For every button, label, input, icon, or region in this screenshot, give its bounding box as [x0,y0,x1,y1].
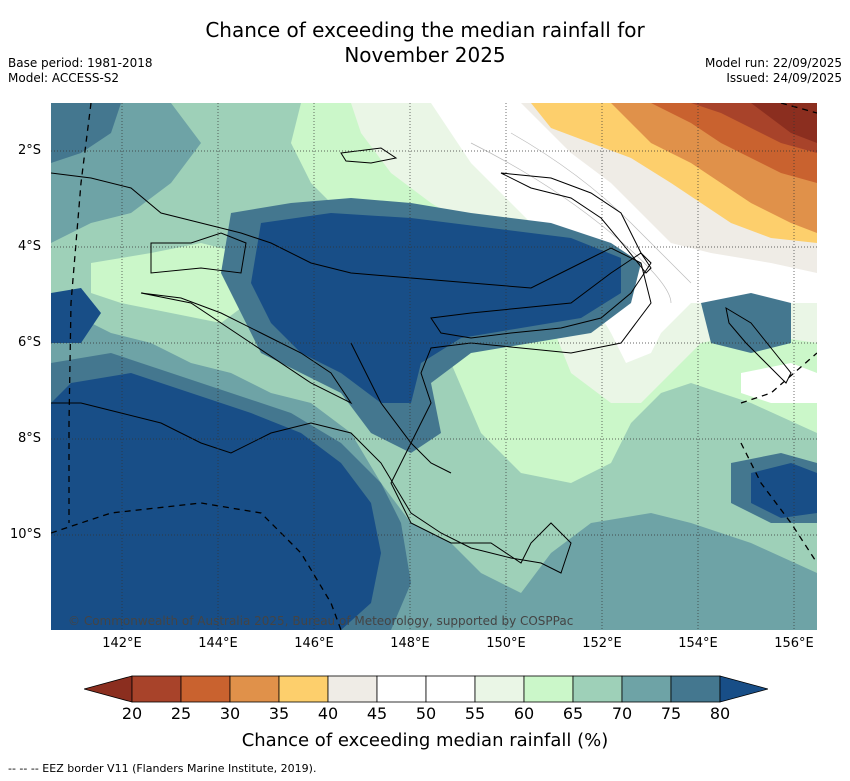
border-line [150,232,247,274]
band-below-20 [751,103,817,143]
colorbar-tick-label: 35 [268,704,290,723]
band-above-80-se [751,463,817,518]
eez-border [68,103,92,523]
lat-label-2s: 2°S [18,143,42,158]
lon-label-148e: 148°E [390,636,430,651]
colorbar-tick-label: 65 [562,704,584,723]
rainfall-map [51,103,817,630]
border-line [140,292,353,405]
model-run-date: Model run: 22/09/2025 [704,56,842,70]
colorbar-cell [621,675,672,703]
colorbar-tick-label: 50 [415,704,437,723]
colorbar-tick-label: 20 [121,704,143,723]
bougainville-coastline [725,306,792,384]
colorbar-cell [474,675,525,703]
colorbar-over-arrow [719,675,768,703]
manus-coastline [340,147,398,164]
colorbar-tick-label: 45 [366,704,388,723]
lon-label-152e: 152°E [582,636,622,651]
colorbar-tick-label: 70 [611,704,633,723]
lon-label-144e: 144°E [198,636,238,651]
lon-label-150e: 150°E [486,636,526,651]
title-line-1: Chance of exceeding the median rainfall … [205,18,645,42]
lat-label-10s: 10°S [10,527,42,542]
new-britain-coastline [430,252,652,339]
band-75-80-west [51,103,121,163]
eez-footnote: -- -- -- EEZ border V11 (Flanders Marine… [8,762,317,775]
colorbar-tick-label: 40 [317,704,339,723]
title-line-2: November 2025 [344,43,506,67]
band-45-55-east [741,363,817,403]
lon-label-154e: 154°E [678,636,718,651]
new-ireland-coastline [500,172,652,274]
new-guinea-coastline [51,172,652,574]
colorbar-cell [425,675,476,703]
model-name: Model: ACCESS-S2 [8,71,120,85]
colorbar-cell [278,675,329,703]
band-above-80-central [251,213,621,403]
border-line [350,342,452,474]
lon-label-142e: 142°E [102,636,142,651]
colorbar-cell [572,675,623,703]
colorbar-cell [327,675,378,703]
issued-date: Issued: 24/09/2025 [726,71,842,85]
colorbar-tick-label: 30 [219,704,241,723]
band-above-80-nw [51,288,101,343]
band-above-80-south [51,373,381,630]
lat-label-8s: 8°S [18,431,42,446]
lon-label-146e: 146°E [294,636,334,651]
colorbar-cell [376,675,427,703]
run-info: Model run: 22/09/2025 Issued: 24/09/2025 [705,56,842,86]
band-60-65-west [91,243,261,323]
eez-border [740,442,817,564]
contour-line [470,142,672,304]
colorbar [84,675,768,703]
colorbar-cell [131,675,182,703]
colorbar-cell [523,675,574,703]
base-period: Base period: 1981-2018 [8,56,153,70]
colorbar-tick-label: 25 [170,704,192,723]
graticule [51,103,817,630]
copyright-notice: © Commonwealth of Australia 2025, Bureau… [68,614,574,628]
colorbar-tick-label: 60 [513,704,535,723]
eez-border [51,502,342,630]
lat-label-4s: 4°S [18,239,42,254]
model-info: Base period: 1981-2018 Model: ACCESS-S2 [8,56,153,86]
colorbar-cell [229,675,280,703]
contour-line [510,132,692,284]
lat-label-6s: 6°S [18,335,42,350]
colorbar-label: Chance of exceeding median rainfall (%) [241,730,609,751]
colorbar-tick-label: 75 [660,704,682,723]
colorbar-cell [670,675,721,703]
band-75-80-east [701,293,791,353]
colorbar-tick-label: 55 [464,704,486,723]
lon-label-156e: 156°E [774,636,814,651]
colorbar-under-arrow [84,675,133,703]
map-title: Chance of exceeding the median rainfall … [0,18,850,68]
colorbar-cell [180,675,231,703]
colorbar-tick-label: 80 [709,704,731,723]
